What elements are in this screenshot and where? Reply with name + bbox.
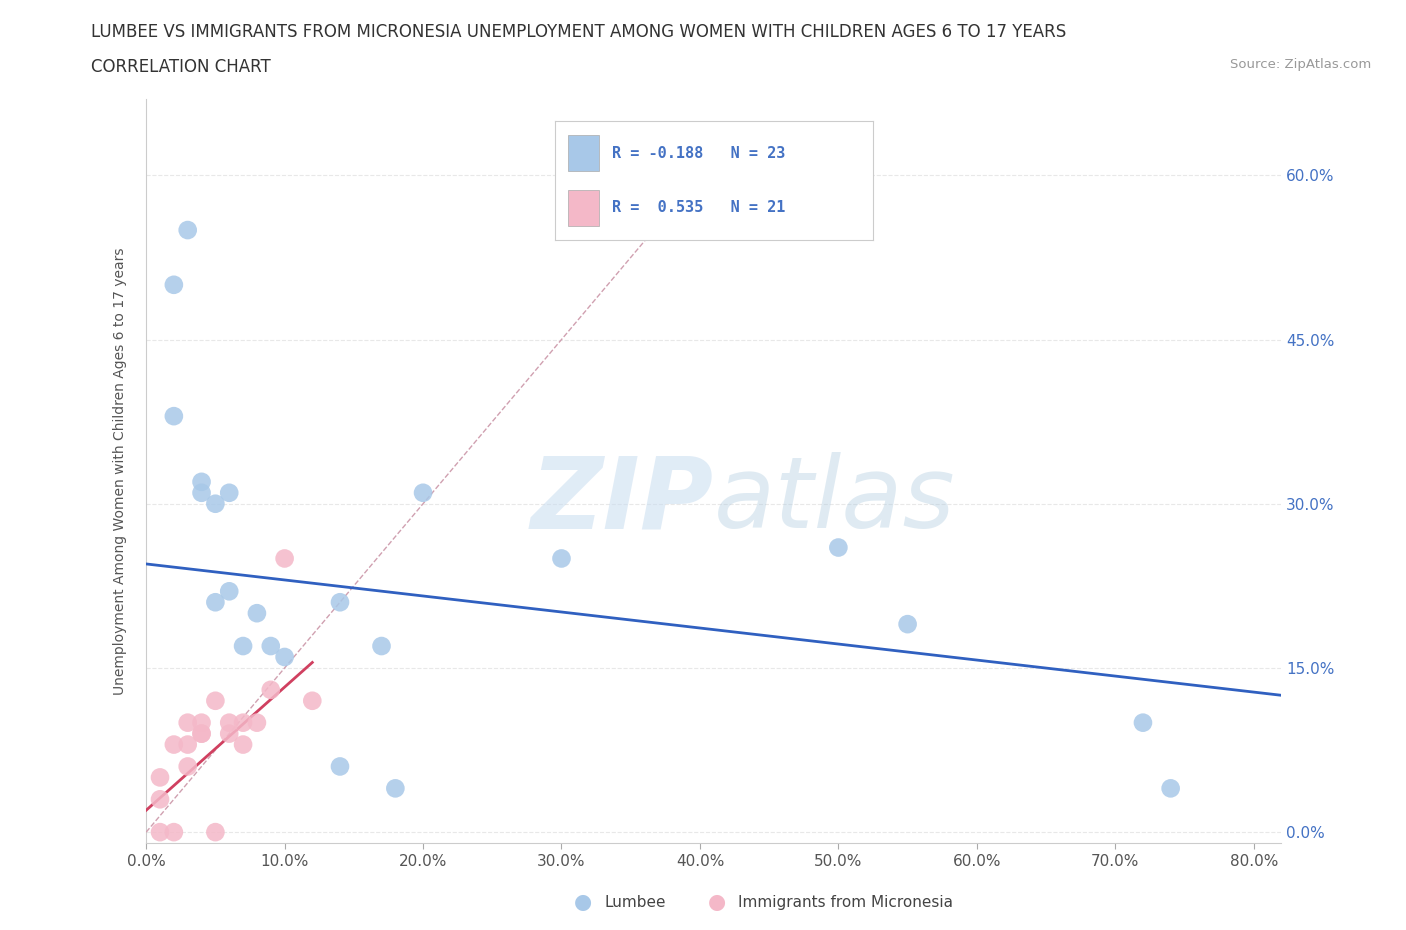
Point xyxy=(149,770,172,785)
Point xyxy=(204,694,226,709)
Point xyxy=(204,825,226,840)
Point xyxy=(273,551,295,566)
Text: Immigrants from Micronesia: Immigrants from Micronesia xyxy=(738,895,953,910)
Point xyxy=(218,715,240,730)
Text: ●: ● xyxy=(709,892,725,912)
Point xyxy=(301,694,323,709)
Point xyxy=(163,408,186,423)
Text: atlas: atlas xyxy=(714,452,956,550)
Point xyxy=(190,485,212,500)
Point xyxy=(1160,781,1182,796)
Point xyxy=(246,605,269,620)
Point xyxy=(149,791,172,806)
Point xyxy=(232,715,254,730)
Y-axis label: Unemployment Among Women with Children Ages 6 to 17 years: Unemployment Among Women with Children A… xyxy=(114,247,128,695)
Point xyxy=(163,277,186,292)
Point xyxy=(232,639,254,654)
Text: Source: ZipAtlas.com: Source: ZipAtlas.com xyxy=(1230,58,1371,71)
Point xyxy=(370,639,392,654)
Point xyxy=(273,649,295,664)
Point xyxy=(190,726,212,741)
Point xyxy=(218,726,240,741)
Point xyxy=(232,737,254,752)
Point xyxy=(190,715,212,730)
Point xyxy=(204,595,226,610)
Point xyxy=(163,825,186,840)
Text: ZIP: ZIP xyxy=(531,452,714,550)
Point xyxy=(246,715,269,730)
Point xyxy=(384,781,406,796)
Point xyxy=(177,737,200,752)
Point xyxy=(177,222,200,237)
Text: LUMBEE VS IMMIGRANTS FROM MICRONESIA UNEMPLOYMENT AMONG WOMEN WITH CHILDREN AGES: LUMBEE VS IMMIGRANTS FROM MICRONESIA UNE… xyxy=(91,23,1067,41)
Point xyxy=(218,584,240,599)
Point xyxy=(827,540,849,555)
Text: ●: ● xyxy=(575,892,592,912)
Point xyxy=(190,726,212,741)
Point xyxy=(329,595,352,610)
Point xyxy=(329,759,352,774)
Point xyxy=(260,683,283,698)
Point xyxy=(550,551,572,566)
Point xyxy=(412,485,434,500)
Point xyxy=(1132,715,1154,730)
Point xyxy=(218,485,240,500)
Point xyxy=(177,759,200,774)
Text: Lumbee: Lumbee xyxy=(605,895,666,910)
Text: CORRELATION CHART: CORRELATION CHART xyxy=(91,58,271,75)
Point xyxy=(163,737,186,752)
Point xyxy=(177,715,200,730)
Point xyxy=(260,639,283,654)
Point xyxy=(204,497,226,512)
Point xyxy=(897,617,920,631)
Point xyxy=(149,825,172,840)
Point xyxy=(190,474,212,489)
